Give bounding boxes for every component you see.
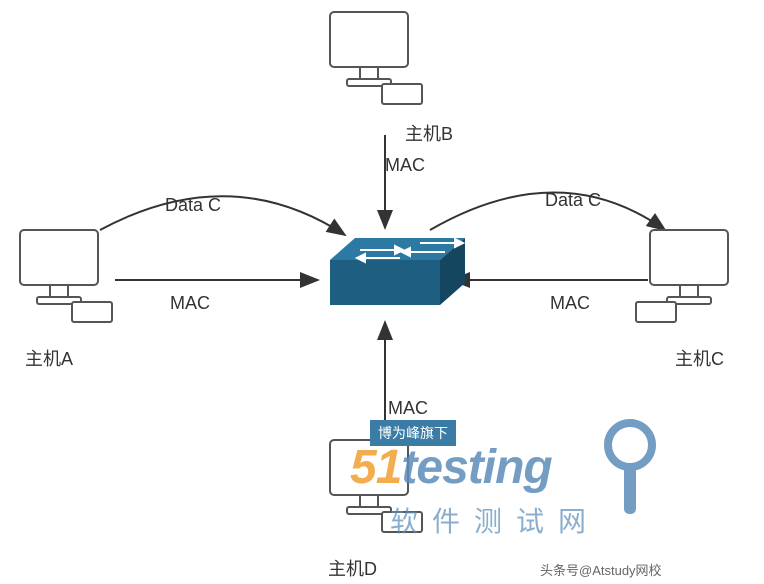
host-c-label: 主机C	[675, 345, 724, 371]
switch-icon	[330, 238, 465, 305]
mac-b-label: MAC	[385, 155, 425, 176]
host-c-icon	[636, 230, 728, 322]
host-a-label: 主机A	[25, 345, 73, 371]
network-diagram	[0, 0, 764, 584]
magnifier-icon	[608, 423, 652, 514]
watermark-testing: 51testing	[350, 440, 552, 495]
host-d-label: 主机D	[328, 555, 377, 581]
mac-d-label: MAC	[388, 398, 428, 419]
host-a-icon	[20, 230, 112, 322]
mac-c-label: MAC	[550, 293, 590, 314]
host-b-label: 主机B	[405, 120, 453, 146]
data-c-left-label: Data C	[165, 195, 221, 216]
watermark-cn: 软件测试网	[390, 500, 600, 540]
data-c-right-label: Data C	[545, 190, 601, 211]
host-b-icon	[330, 12, 422, 104]
mac-a-label: MAC	[170, 293, 210, 314]
arc-data-c-left	[100, 196, 345, 235]
attribution: 头条号@Atstudy网校	[540, 560, 662, 579]
